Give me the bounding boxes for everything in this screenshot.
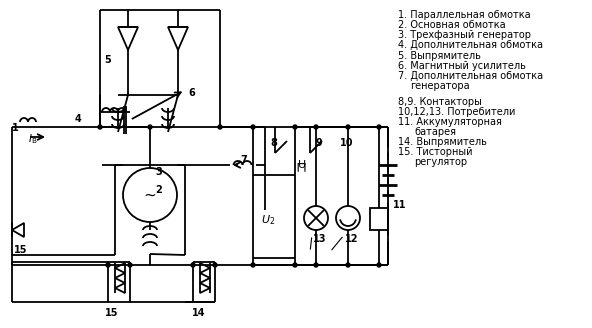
Text: 8: 8 (270, 138, 277, 148)
Circle shape (377, 125, 381, 129)
Circle shape (213, 263, 217, 267)
Text: 5: 5 (104, 55, 111, 65)
Text: 3: 3 (155, 167, 162, 177)
Circle shape (148, 125, 152, 129)
Circle shape (293, 263, 297, 267)
Text: 9: 9 (315, 138, 321, 148)
Circle shape (346, 125, 350, 129)
Text: 2: 2 (155, 185, 162, 195)
Circle shape (293, 125, 297, 129)
Text: 11: 11 (393, 200, 407, 210)
Text: генератора: генератора (410, 81, 469, 91)
Circle shape (314, 263, 318, 267)
Bar (370, 208, 388, 230)
Text: $I_{\rm B}$: $I_{\rm B}$ (28, 132, 37, 146)
Text: 6. Магнитный усилитель: 6. Магнитный усилитель (398, 61, 526, 71)
Text: 11. Аккумуляторная: 11. Аккумуляторная (398, 117, 502, 127)
Circle shape (251, 263, 255, 267)
Text: 14: 14 (192, 308, 205, 318)
Circle shape (106, 263, 110, 267)
Text: 1: 1 (12, 123, 19, 133)
Text: 5. Выпрямитель: 5. Выпрямитель (398, 51, 481, 61)
Circle shape (377, 263, 381, 267)
Text: $\sqcup$: $\sqcup$ (297, 158, 308, 172)
Text: 13: 13 (313, 234, 327, 244)
Text: U: U (298, 160, 306, 170)
Text: регулятор: регулятор (414, 157, 467, 167)
Text: 7. Дополнительная обмотка: 7. Дополнительная обмотка (398, 71, 543, 81)
Circle shape (346, 263, 350, 267)
Text: 12: 12 (345, 234, 359, 244)
Text: 2. Основная обмотка: 2. Основная обмотка (398, 20, 506, 30)
Circle shape (251, 125, 255, 129)
Text: 15. Тисторный: 15. Тисторный (398, 147, 472, 157)
Circle shape (191, 263, 195, 267)
Text: 15: 15 (14, 245, 27, 255)
Text: 14. Выпрямитель: 14. Выпрямитель (398, 137, 487, 147)
Text: 7: 7 (240, 155, 247, 165)
Text: ~: ~ (144, 188, 156, 202)
Text: 10: 10 (340, 138, 353, 148)
Circle shape (98, 125, 102, 129)
Text: 6: 6 (188, 88, 195, 98)
Text: 4: 4 (75, 114, 82, 124)
Text: 1. Параллельная обмотка: 1. Параллельная обмотка (398, 10, 530, 20)
Circle shape (218, 125, 222, 129)
Text: 8,9. Контакторы: 8,9. Контакторы (398, 97, 482, 107)
Text: $U_2$: $U_2$ (261, 213, 275, 227)
Circle shape (128, 263, 132, 267)
Text: 3. Трехфазный генератор: 3. Трехфазный генератор (398, 30, 531, 40)
Text: 10,12,13. Потребители: 10,12,13. Потребители (398, 107, 516, 117)
Circle shape (314, 125, 318, 129)
Text: 4. Дополнительная обмотка: 4. Дополнительная обмотка (398, 40, 543, 50)
Text: батарея: батарея (414, 127, 456, 137)
Text: 15: 15 (105, 308, 118, 318)
